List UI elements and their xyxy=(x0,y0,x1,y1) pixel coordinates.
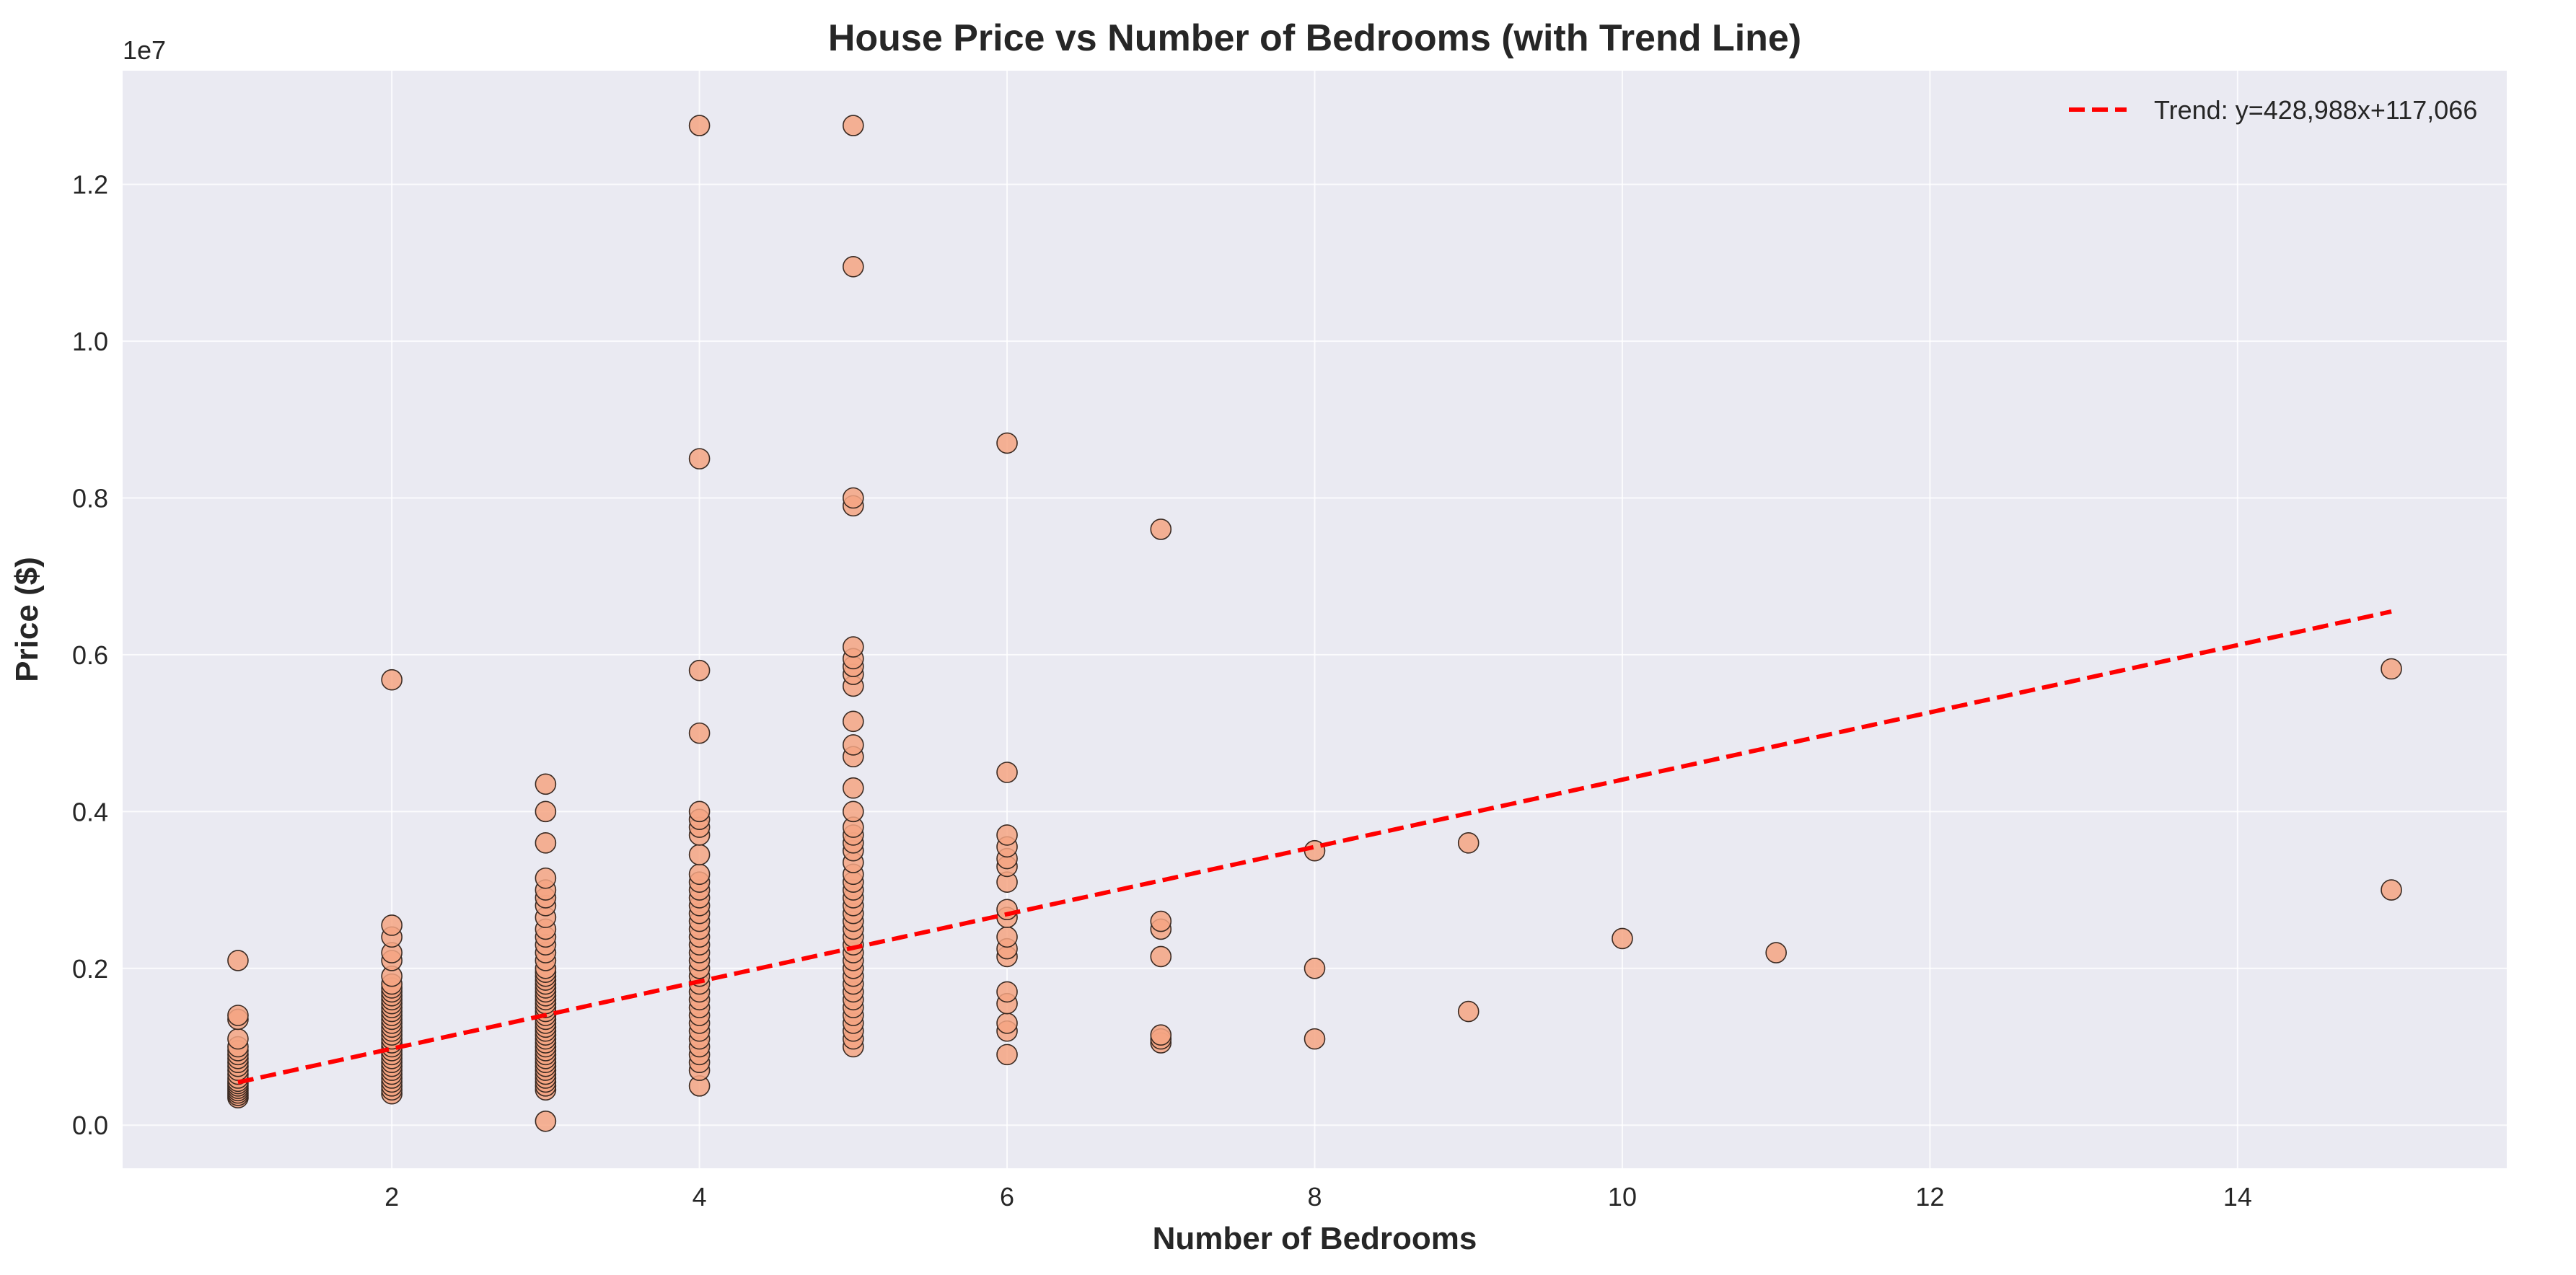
data-point xyxy=(1457,832,1480,854)
data-point xyxy=(2381,879,2402,901)
x-tick-label: 8 xyxy=(1307,1182,1322,1212)
y-tick-label: 0.8 xyxy=(72,483,108,513)
y-tick-label: 1.2 xyxy=(72,170,108,200)
data-point xyxy=(535,773,557,795)
data-point xyxy=(843,710,864,733)
data-point xyxy=(996,762,1018,783)
y-axis-label: Price ($) xyxy=(9,557,45,682)
data-point xyxy=(688,659,711,681)
data-point xyxy=(996,926,1018,948)
x-tick-label: 2 xyxy=(384,1182,399,1212)
data-point xyxy=(843,115,864,136)
x-tick-label: 6 xyxy=(1000,1182,1014,1212)
data-point xyxy=(996,1044,1018,1066)
y-tick-label: 1.0 xyxy=(72,327,108,356)
x-tick-label: 14 xyxy=(2223,1182,2252,1212)
data-point xyxy=(2381,658,2402,680)
data-point xyxy=(381,914,403,936)
trend-line xyxy=(237,609,2392,1085)
data-point xyxy=(1150,519,1172,540)
tick-labels: 2 4 6 8 10 12 14 0.0 0.2 0.4 0.6 0.8 1.0 1.2 xyxy=(72,170,2252,1212)
y-axis-scale-label: 1e7 xyxy=(123,35,166,65)
data-point xyxy=(843,487,864,509)
data-point xyxy=(1304,1028,1326,1050)
legend-label-trend: Trend: y=428,988x+117,066 xyxy=(2154,95,2477,125)
data-point xyxy=(996,1012,1018,1034)
grid-lines xyxy=(123,71,2507,1168)
data-point xyxy=(1765,942,1787,963)
data-point xyxy=(996,981,1018,1003)
data-point xyxy=(1150,945,1172,968)
y-tick-label: 0.2 xyxy=(72,954,108,984)
data-points xyxy=(227,115,2402,1132)
y-tick-label: 0.6 xyxy=(72,640,108,670)
y-tick-label: 0.4 xyxy=(72,797,108,826)
y-tick-label: 0.0 xyxy=(72,1111,108,1140)
x-tick-label: 10 xyxy=(1608,1182,1637,1212)
data-point xyxy=(688,844,711,865)
x-tick-label: 12 xyxy=(1915,1182,1944,1212)
data-point xyxy=(1150,1024,1172,1046)
data-point xyxy=(688,722,711,744)
data-point xyxy=(1304,957,1326,979)
data-point xyxy=(1612,927,1633,950)
trend-line-group xyxy=(237,609,2392,1085)
x-axis-label: Number of Bedrooms xyxy=(1153,1221,1477,1256)
data-point xyxy=(843,777,864,799)
x-tick-label: 4 xyxy=(693,1182,707,1212)
data-point xyxy=(688,115,711,136)
data-point xyxy=(996,899,1018,921)
data-point xyxy=(996,432,1018,454)
data-point xyxy=(688,863,711,886)
legend: Trend: y=428,988x+117,066 xyxy=(2069,95,2477,125)
data-point xyxy=(843,255,864,278)
data-point xyxy=(843,800,864,823)
data-point xyxy=(535,800,557,823)
data-point xyxy=(227,1005,249,1026)
data-point xyxy=(688,448,711,469)
data-point xyxy=(1457,1000,1480,1023)
chart-title: House Price vs Number of Bedrooms (with … xyxy=(828,17,1801,59)
data-point xyxy=(843,734,864,756)
data-point xyxy=(996,824,1018,846)
data-point xyxy=(535,832,557,854)
data-point xyxy=(535,1110,557,1132)
data-point xyxy=(227,1028,249,1050)
data-point xyxy=(688,800,711,823)
data-point xyxy=(1150,910,1172,932)
data-point xyxy=(843,636,864,658)
data-point xyxy=(535,867,557,889)
data-point xyxy=(381,669,403,691)
data-point xyxy=(227,950,249,971)
